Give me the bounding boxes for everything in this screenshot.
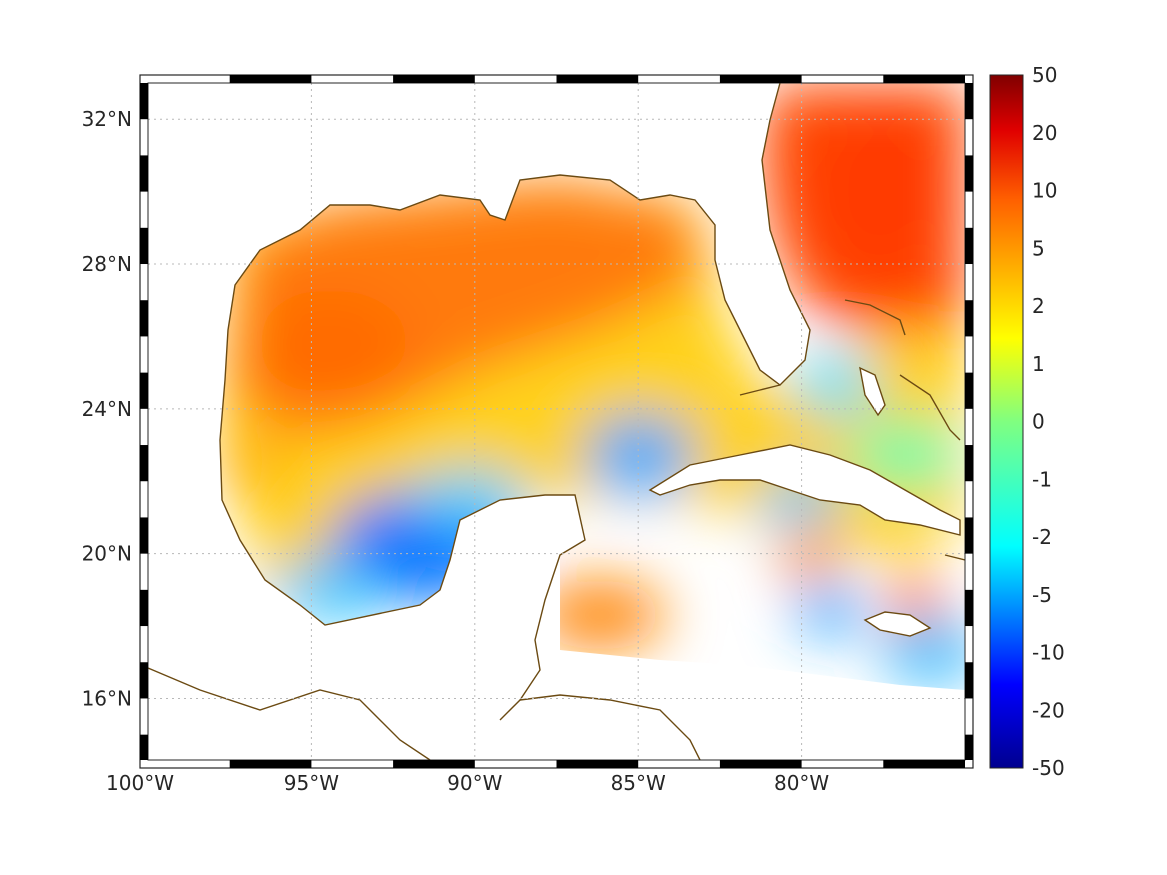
colorbar-tick-label: -2 bbox=[1032, 525, 1052, 549]
colorbar-tick-label: 20 bbox=[1032, 121, 1057, 145]
lat-tick-label: 20°N bbox=[82, 542, 132, 566]
cuba-coastline bbox=[648, 444, 961, 536]
frame-segment bbox=[883, 75, 965, 83]
colorbar-tick-label: 0 bbox=[1032, 410, 1045, 434]
frame-segment bbox=[556, 75, 639, 83]
map-frame bbox=[139, 74, 974, 769]
lon-tick-label: 95°W bbox=[284, 771, 339, 795]
frame-segment bbox=[393, 760, 475, 768]
lat-tick-label: 24°N bbox=[82, 397, 132, 421]
frame-segment bbox=[140, 734, 148, 760]
frame-segment bbox=[556, 760, 639, 768]
frame-segment bbox=[719, 75, 802, 83]
colorbar-tick-label: 50 bbox=[1032, 63, 1057, 87]
colorbar-tick-label: 10 bbox=[1032, 179, 1057, 203]
colorbar bbox=[989, 74, 1024, 769]
frame-segment bbox=[140, 227, 148, 265]
frame-segment bbox=[883, 760, 965, 768]
frame-segment bbox=[140, 662, 148, 699]
lat-tick-label: 16°N bbox=[82, 686, 132, 710]
honduras-coastline bbox=[519, 694, 701, 760]
lon-tick-label: 80°W bbox=[774, 771, 829, 795]
colorbar-tick-label: -1 bbox=[1032, 467, 1052, 491]
bahamas-coastline bbox=[844, 299, 961, 441]
central-america-coastline bbox=[148, 667, 431, 760]
lon-tick-label: 90°W bbox=[447, 771, 502, 795]
lat-tick-label: 32°N bbox=[82, 107, 132, 131]
frame-segment bbox=[965, 445, 973, 482]
graticule bbox=[148, 83, 965, 760]
colorbar-tick-label: -20 bbox=[1032, 698, 1065, 722]
colorbar-tick-label: -50 bbox=[1032, 756, 1065, 780]
frame-segment bbox=[965, 83, 973, 120]
colorbar-tick-label: -5 bbox=[1032, 583, 1052, 607]
frame-segment bbox=[393, 75, 475, 83]
frame-segment bbox=[965, 372, 973, 409]
colorbar-tick-label: 2 bbox=[1032, 294, 1045, 318]
frame-segment bbox=[965, 227, 973, 265]
frame-segment bbox=[719, 760, 802, 768]
frame-segment bbox=[965, 517, 973, 554]
lon-tick-label: 100°W bbox=[106, 771, 174, 795]
frame-segment bbox=[965, 300, 973, 337]
frame-segment bbox=[229, 760, 312, 768]
latitude-tick-labels: 32°N 28°N 24°N 20°N 16°N bbox=[82, 107, 132, 710]
frame-segment bbox=[965, 589, 973, 627]
coastlines bbox=[148, 83, 965, 760]
us-gulf-coastline bbox=[219, 83, 811, 721]
lon-tick-label: 85°W bbox=[611, 771, 666, 795]
frame-segment bbox=[140, 589, 148, 627]
hispaniola-coastline bbox=[944, 554, 965, 561]
colorbar-tick-label: -10 bbox=[1032, 641, 1065, 665]
frame-segment bbox=[140, 372, 148, 409]
colorbar-tick-label: 1 bbox=[1032, 352, 1045, 376]
frame-segment bbox=[140, 155, 148, 192]
frame-segment bbox=[140, 300, 148, 337]
frame-segment bbox=[140, 445, 148, 482]
frame-segment bbox=[140, 83, 148, 120]
longitude-tick-labels: 100°W 95°W 90°W 85°W 80°W bbox=[106, 771, 829, 795]
frame-segment bbox=[965, 155, 973, 192]
data-field bbox=[215, 85, 965, 685]
frame-segment bbox=[140, 517, 148, 554]
jamaica-coastline bbox=[863, 611, 932, 637]
frame-segment bbox=[965, 662, 973, 699]
lat-tick-label: 28°N bbox=[82, 252, 132, 276]
frame-segment bbox=[229, 75, 312, 83]
frame-segment bbox=[965, 734, 973, 760]
florida-keys bbox=[739, 384, 781, 396]
colorbar-tick-label: 5 bbox=[1032, 236, 1045, 260]
